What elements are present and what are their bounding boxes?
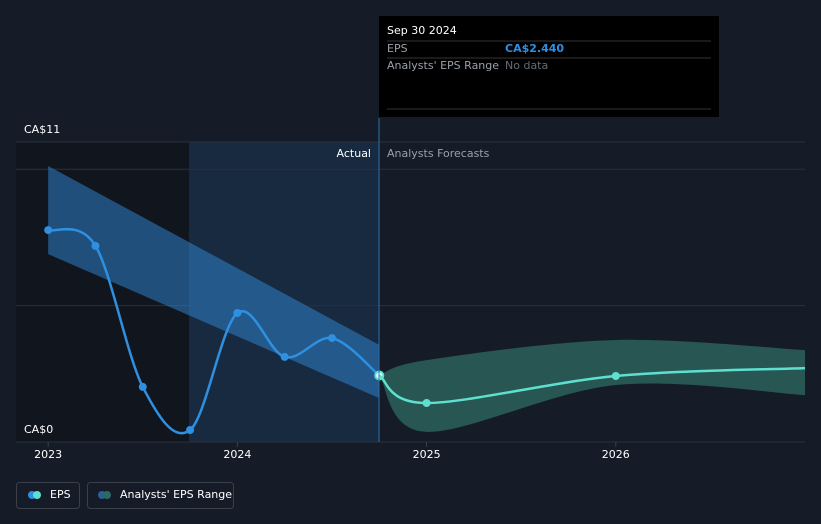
past-range-band (48, 166, 380, 399)
eps-point (44, 226, 53, 235)
legend: EPS Analysts' EPS Range (16, 482, 234, 509)
eps-point (422, 399, 431, 407)
x-tick-label: 2025 (413, 448, 441, 461)
tooltip-box (379, 16, 719, 117)
tooltip: Sep 30 2024 EPS CA$2.440 Analysts' EPS R… (379, 16, 719, 117)
eps-point (186, 426, 195, 434)
actual-label: Actual (337, 147, 371, 160)
eps-point (280, 352, 289, 361)
eps-point (611, 372, 620, 380)
legend-label: Analysts' EPS Range (120, 488, 232, 501)
legend-item[interactable] (16, 482, 80, 509)
forecast-label: Analysts Forecasts (387, 147, 490, 160)
legend-item[interactable] (87, 482, 234, 509)
x-tick-label: 2024 (223, 448, 251, 461)
legend-label: EPS (50, 488, 71, 501)
eps-point (91, 241, 100, 250)
y-tick-label: CA$11 (24, 123, 60, 136)
tooltip-label: Analysts' EPS Range (387, 59, 499, 72)
tooltip-value: No data (505, 59, 548, 72)
eps-point (138, 382, 147, 391)
eps-line (47, 227, 381, 435)
legend-swatch (33, 491, 41, 499)
x-tick-label: 2023 (34, 448, 62, 461)
tooltip-label: EPS (387, 42, 408, 55)
forecast-range-band (379, 339, 805, 432)
tooltip-date: Sep 30 2024 (387, 24, 457, 37)
y-tick-label: CA$0 (24, 423, 53, 436)
tooltip-value: CA$2.440 (505, 42, 564, 55)
x-tick-label: 2026 (602, 448, 630, 461)
eps-point (233, 309, 242, 317)
eps-line (378, 366, 806, 405)
eps-point (327, 334, 336, 343)
legend-swatch (103, 491, 111, 499)
